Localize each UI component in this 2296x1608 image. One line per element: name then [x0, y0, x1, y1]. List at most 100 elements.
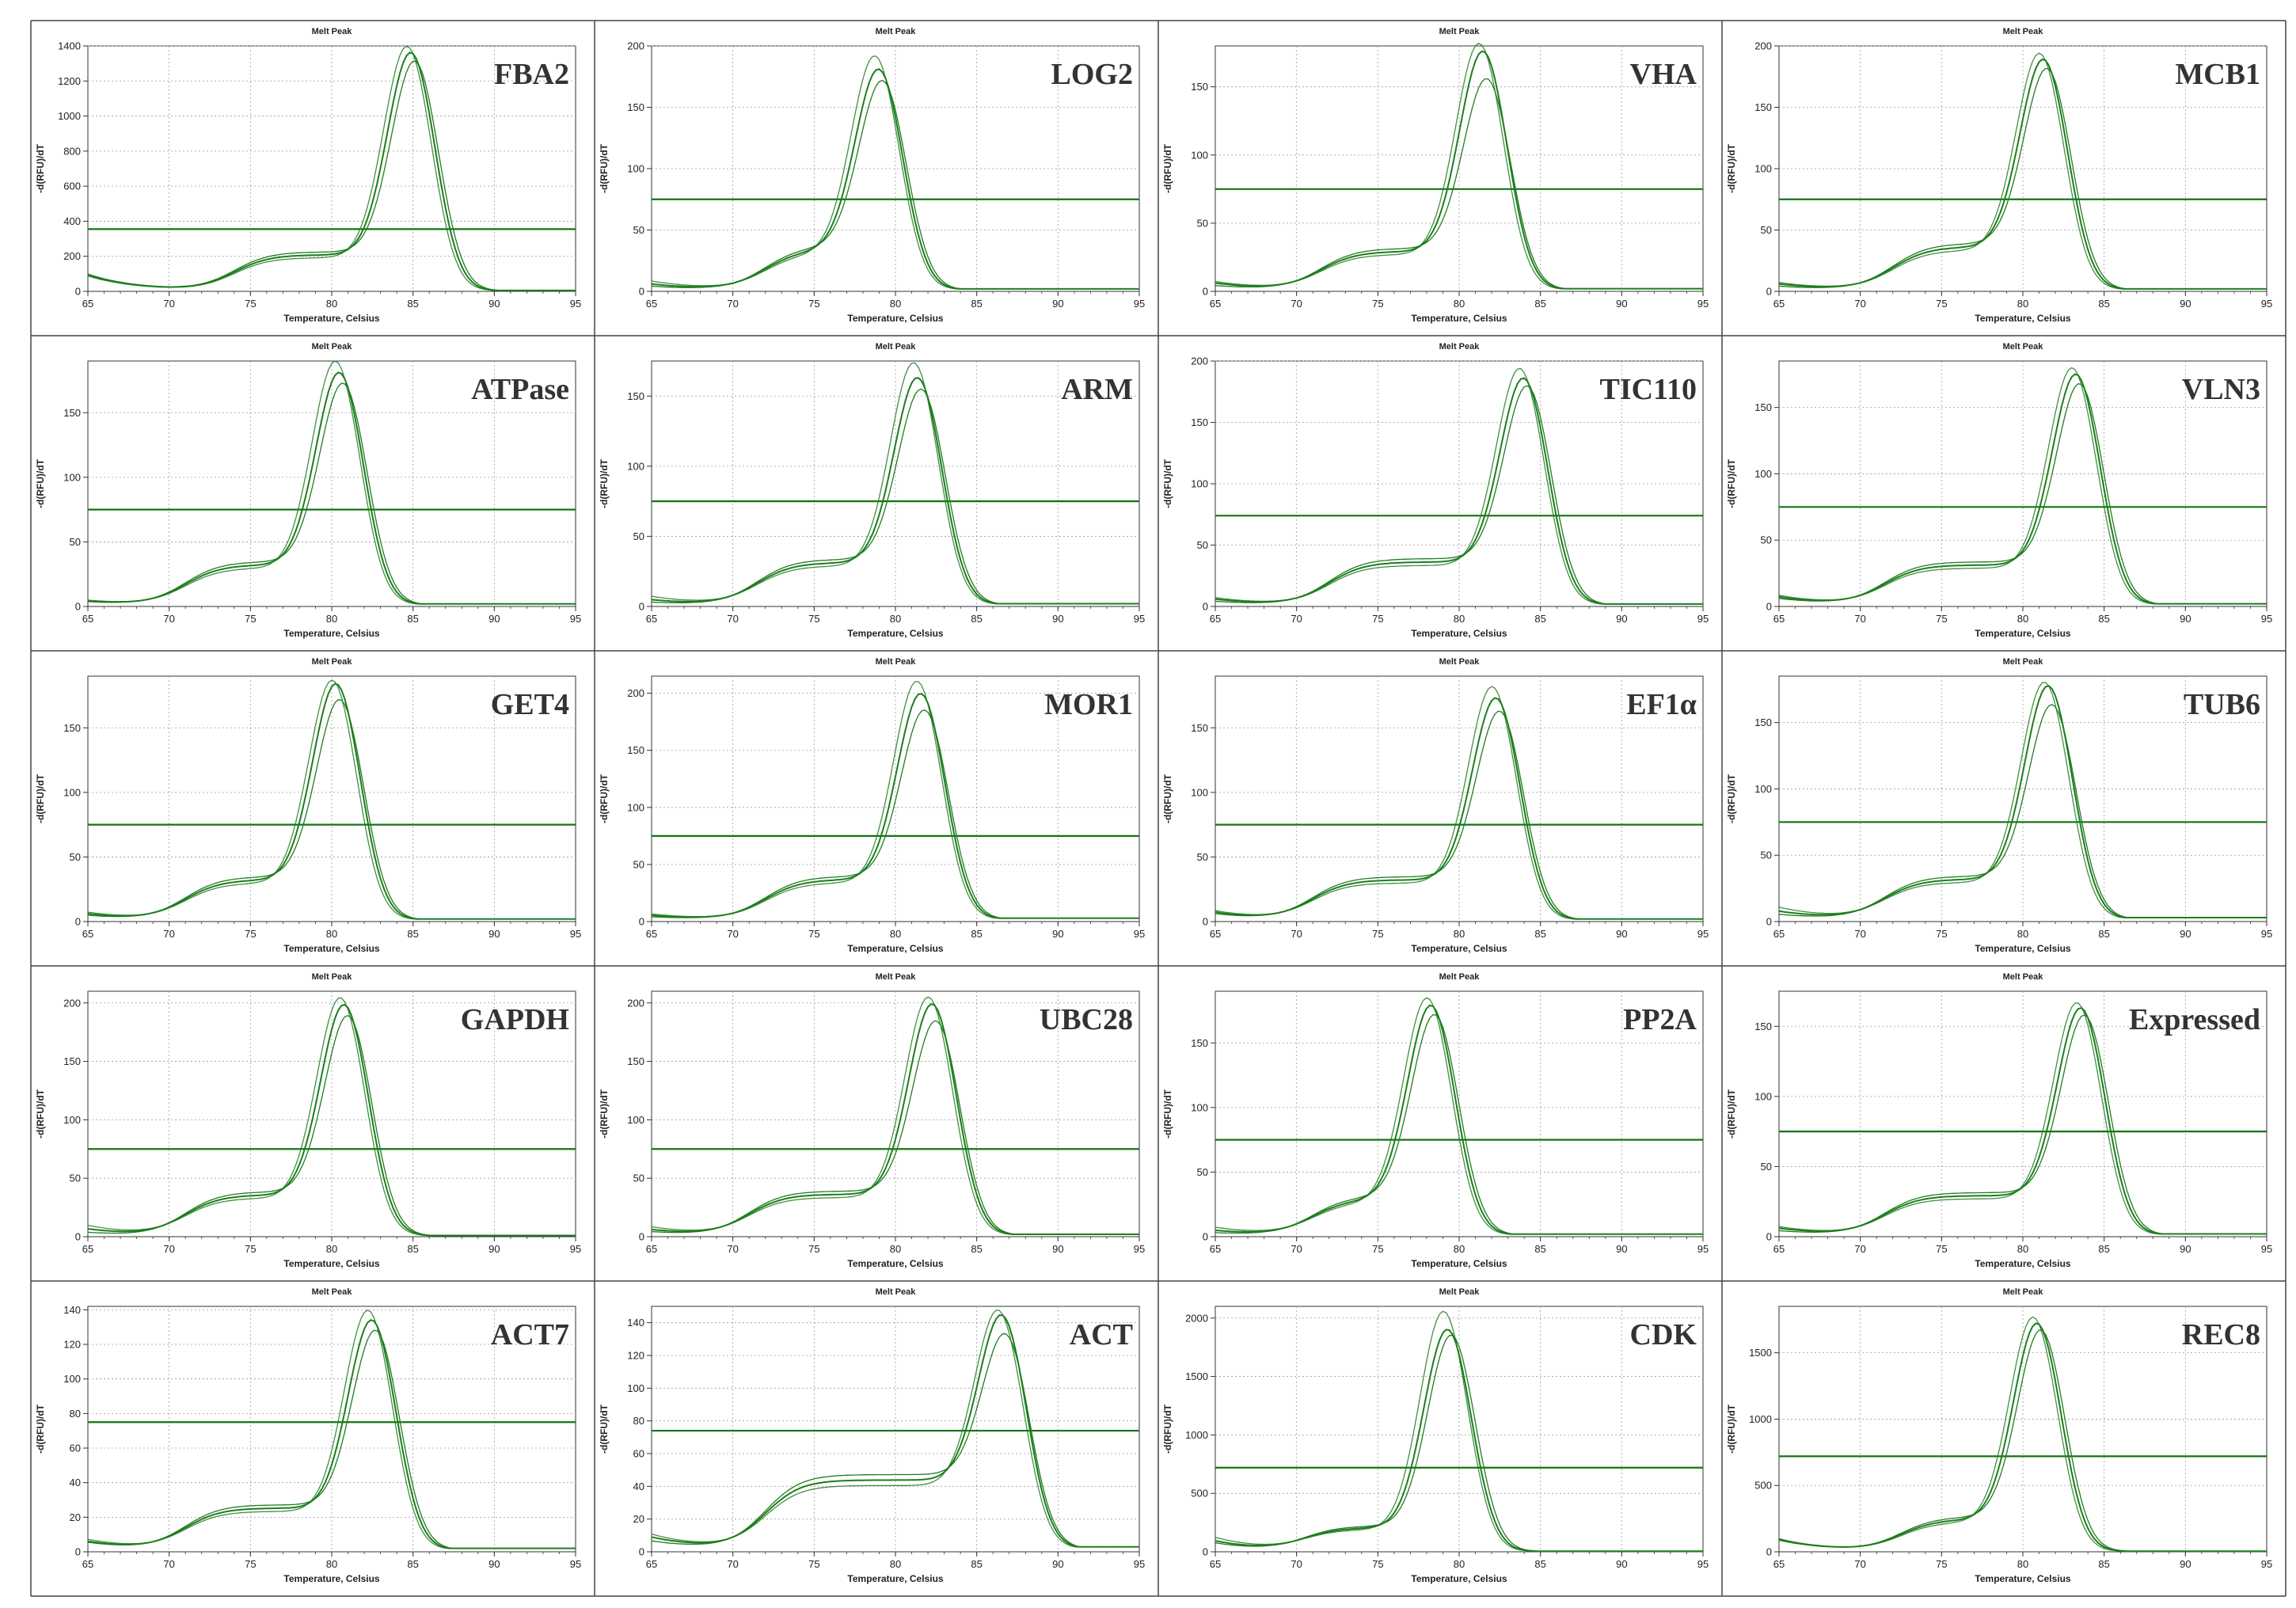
x-tick-label: 70: [727, 298, 738, 310]
y-tick-label: 0: [1203, 1546, 1208, 1558]
x-tick-label: 75: [245, 1243, 256, 1255]
y-axis-label: -d(RFU)/dT: [35, 143, 46, 193]
x-tick-label: 65: [1210, 613, 1221, 625]
y-tick-label: 50: [633, 224, 644, 236]
x-tick-label: 65: [1773, 1243, 1785, 1255]
x-tick-label: 90: [488, 1243, 500, 1255]
x-tick-label: 95: [2261, 1243, 2272, 1255]
y-tick-label: 0: [1766, 286, 1772, 298]
gene-label: VLN3: [2182, 373, 2260, 406]
gene-label: PP2A: [1623, 1003, 1697, 1036]
melt-peak-panel: Melt Peak 65 70 75 80 85 90 95 0 200 400 600 800 1000…: [35, 27, 581, 324]
y-tick-label: 60: [70, 1443, 81, 1454]
y-tick-label: 100: [627, 801, 644, 813]
y-tick-label: 140: [63, 1304, 81, 1316]
x-axis-label: Temperature, Celsius: [283, 313, 379, 324]
y-axis-label: -d(RFU)/dT: [35, 1089, 46, 1139]
x-tick-label: 85: [407, 298, 418, 310]
x-tick-label: 80: [326, 1558, 337, 1570]
chart-title: Melt Peak: [876, 27, 917, 36]
x-tick-label: 95: [2261, 1558, 2272, 1570]
y-tick-label: 0: [639, 1231, 644, 1243]
y-tick-label: 150: [627, 744, 644, 756]
x-tick-label: 90: [488, 928, 500, 940]
x-tick-label: 80: [890, 928, 901, 940]
x-axis-label: Temperature, Celsius: [283, 1573, 379, 1584]
chart-title: Melt Peak: [876, 1287, 917, 1297]
x-axis-label: Temperature, Celsius: [283, 1258, 379, 1269]
gene-label: REC8: [2182, 1318, 2260, 1351]
y-tick-label: 0: [1203, 601, 1208, 613]
y-tick-label: 50: [633, 1173, 644, 1184]
y-axis-label: -d(RFU)/dT: [599, 1404, 610, 1454]
y-tick-label: 150: [1754, 1021, 1772, 1032]
melt-peak-panel: Melt Peak 65 70 75 80 85 90 95 0 50 100 150 200 Tempe…: [599, 27, 1145, 324]
melt-peak-panel: Melt Peak 65 70 75 80 85 90 95 0 50 100 150 Temperat…: [1726, 342, 2272, 639]
melt-peak-panel: Melt Peak 65 70 75 80 85 90 95 0 50 100 150 200 Tempe…: [35, 972, 581, 1269]
gene-label: MOR1: [1044, 688, 1133, 721]
x-tick-label: 65: [1773, 298, 1785, 310]
y-axis-label: -d(RFU)/dT: [35, 1404, 46, 1454]
x-tick-label: 90: [1052, 928, 1063, 940]
x-tick-label: 75: [808, 298, 819, 310]
melt-curve: [1215, 78, 1703, 290]
chart-title: Melt Peak: [2003, 657, 2044, 667]
x-tick-label: 90: [1616, 928, 1627, 940]
y-tick-label: 150: [627, 1055, 644, 1067]
melt-curve: [1215, 710, 1703, 920]
gene-label: ATPase: [471, 373, 569, 406]
chart-title: Melt Peak: [1439, 972, 1481, 982]
x-tick-label: 90: [2180, 1243, 2191, 1255]
y-tick-label: 50: [633, 858, 644, 870]
x-tick-label: 70: [1291, 613, 1302, 625]
gene-label: CDK: [1630, 1318, 1697, 1351]
x-axis-label: Temperature, Celsius: [1411, 313, 1507, 324]
y-tick-label: 1500: [1185, 1370, 1208, 1382]
y-tick-label: 50: [1761, 1161, 1772, 1173]
x-tick-label: 90: [488, 298, 500, 310]
x-tick-label: 65: [82, 613, 93, 625]
x-tick-label: 95: [1697, 1558, 1709, 1570]
x-axis-label: Temperature, Celsius: [847, 1258, 943, 1269]
x-tick-label: 75: [1936, 613, 1947, 625]
x-tick-label: 75: [1936, 928, 1947, 940]
melt-curve: [87, 1014, 576, 1237]
y-tick-label: 50: [70, 851, 81, 863]
gene-label: GAPDH: [461, 1003, 569, 1036]
x-tick-label: 70: [1854, 298, 1865, 310]
x-tick-label: 85: [1534, 928, 1545, 940]
y-tick-label: 200: [1191, 355, 1208, 367]
gene-label: ACT: [1070, 1318, 1133, 1351]
x-tick-label: 75: [1372, 1558, 1383, 1570]
x-tick-label: 80: [1454, 613, 1465, 625]
y-tick-label: 150: [63, 722, 81, 734]
x-axis-label: Temperature, Celsius: [847, 628, 943, 639]
y-axis-label: -d(RFU)/dT: [1726, 143, 1737, 193]
x-tick-label: 80: [326, 1243, 337, 1255]
chart-title: Melt Peak: [2003, 27, 2044, 36]
y-tick-label: 600: [63, 181, 81, 192]
x-axis-label: Temperature, Celsius: [1975, 943, 2070, 954]
y-tick-label: 100: [1754, 163, 1772, 175]
x-tick-label: 85: [407, 1243, 418, 1255]
chart-title: Melt Peak: [312, 657, 353, 667]
x-tick-label: 80: [2017, 613, 2028, 625]
x-tick-label: 75: [808, 1243, 819, 1255]
melt-curve: [1778, 1006, 2267, 1235]
y-tick-label: 150: [1191, 416, 1208, 428]
y-axis-label: -d(RFU)/dT: [1162, 1089, 1173, 1139]
x-tick-label: 70: [727, 613, 738, 625]
y-tick-label: 150: [1191, 81, 1208, 93]
melt-peak-panel: Melt Peak 65 70 75 80 85 90 95 0 50 100 150 Temperat…: [35, 657, 581, 954]
x-tick-label: 95: [2261, 928, 2272, 940]
y-tick-label: 150: [63, 407, 81, 419]
y-axis-label: -d(RFU)/dT: [599, 774, 610, 823]
x-tick-label: 75: [808, 1558, 819, 1570]
x-axis-label: Temperature, Celsius: [1975, 1573, 2070, 1584]
x-axis-label: Temperature, Celsius: [1411, 628, 1507, 639]
y-tick-label: 100: [63, 1373, 81, 1385]
chart-title: Melt Peak: [876, 342, 917, 352]
y-tick-label: 1400: [58, 40, 81, 52]
y-tick-label: 0: [1766, 1231, 1772, 1243]
x-tick-label: 85: [2098, 1558, 2109, 1570]
